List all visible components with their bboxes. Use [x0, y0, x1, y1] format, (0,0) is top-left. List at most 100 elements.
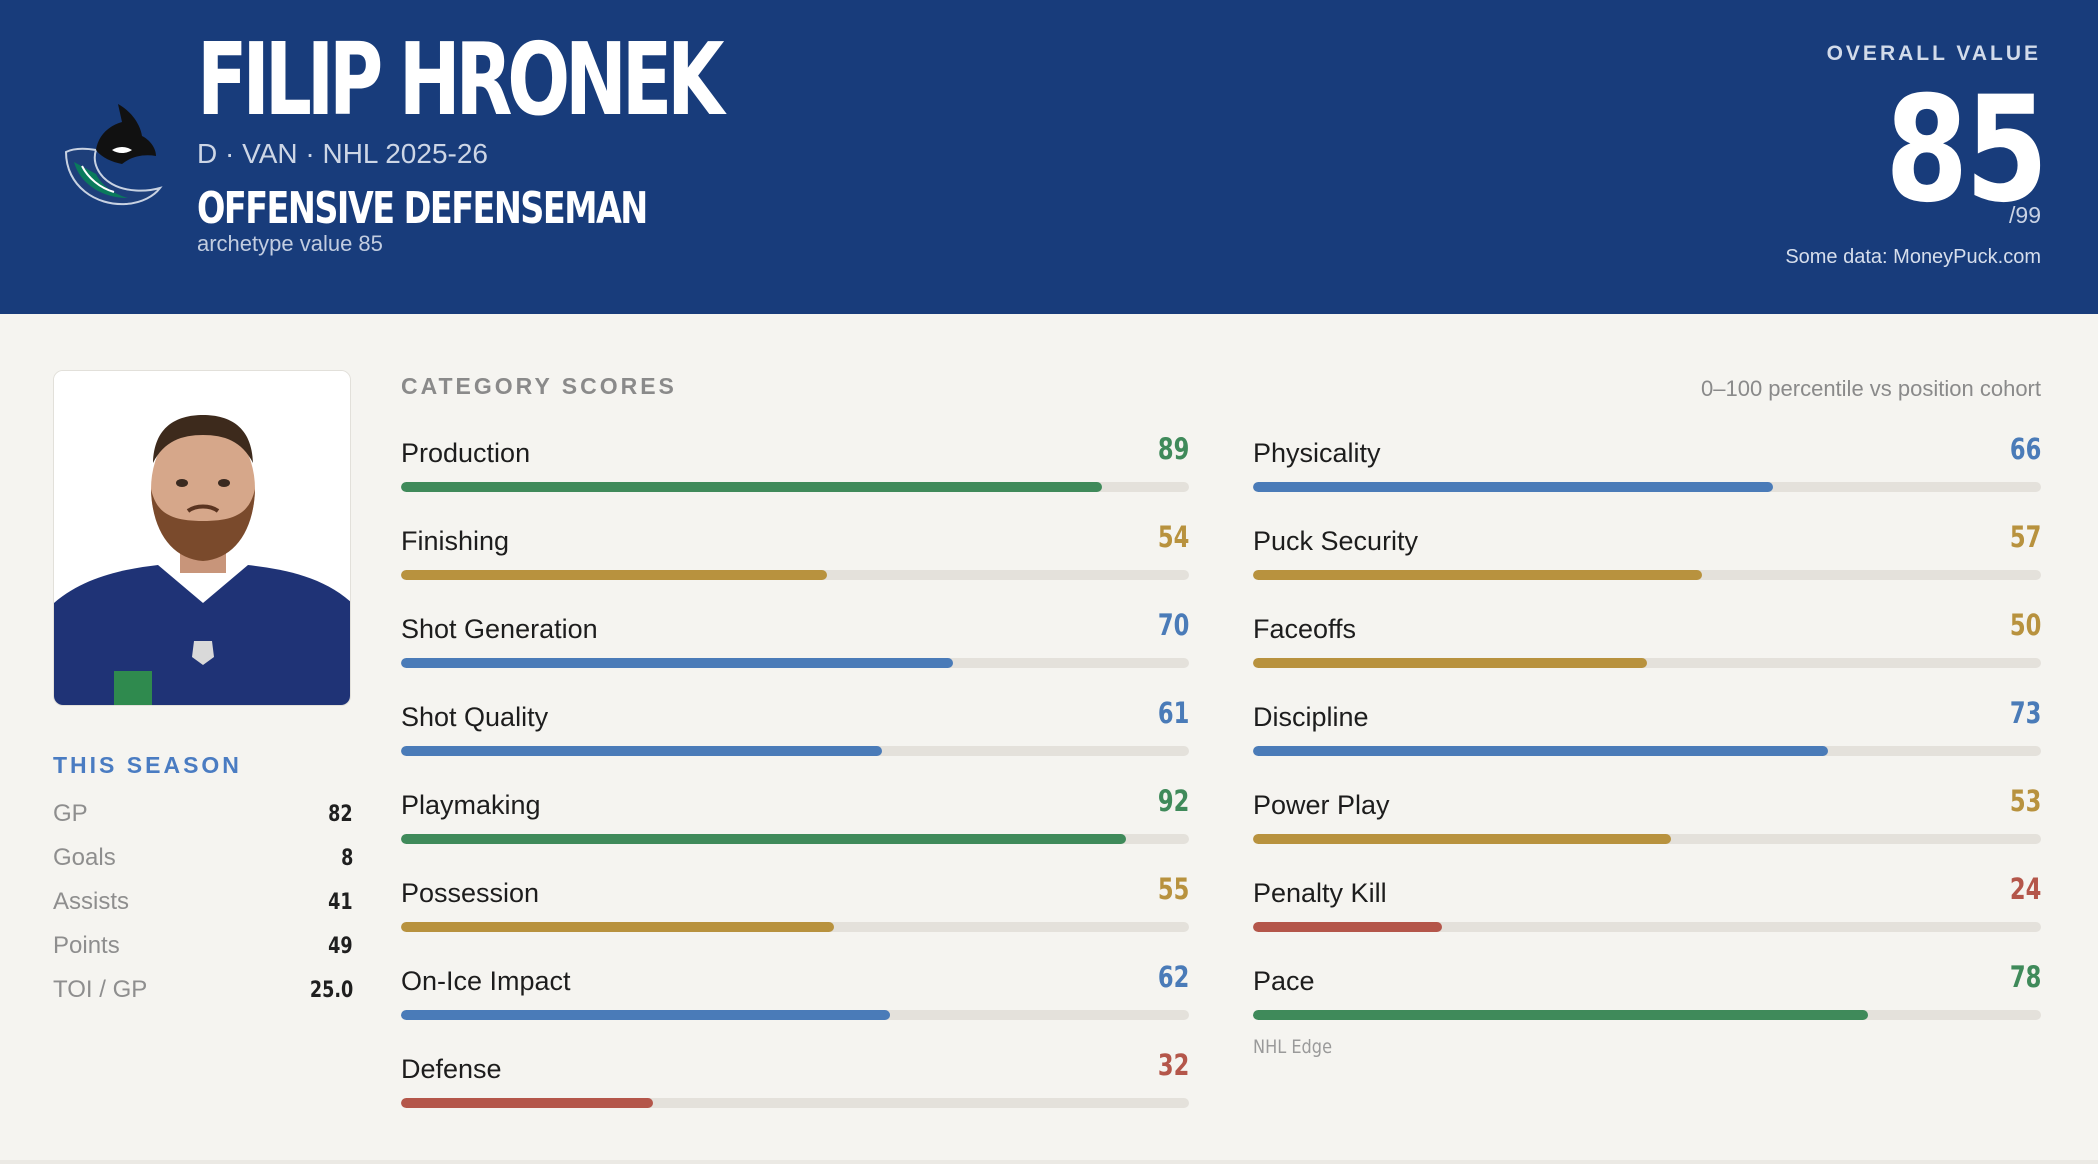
season-stat-value: 41	[328, 889, 354, 915]
category-value: 62	[1157, 960, 1189, 994]
bottom-divider	[0, 1160, 2098, 1164]
season-stat-row: Points 49	[53, 928, 353, 964]
category-label: Shot Generation	[401, 614, 598, 644]
category-value: 73	[2009, 696, 2041, 730]
category-possession: Possession 55	[401, 870, 1189, 940]
player-meta: D · VAN · NHL 2025-26	[197, 138, 488, 169]
category-bar-fill	[401, 1010, 890, 1020]
category-source-note: NHL Edge	[1253, 1036, 1333, 1058]
category-bar-fill	[401, 1098, 654, 1108]
category-penalty-kill: Penalty Kill 24	[1253, 870, 2041, 940]
season-title: THIS SEASON	[53, 752, 242, 778]
category-value: 61	[1157, 696, 1189, 730]
category-bar-track	[1253, 834, 2041, 844]
category-value: 78	[2009, 960, 2041, 994]
category-scores-note: 0–100 percentile vs position cohort	[1701, 376, 2041, 401]
category-bar-fill	[1253, 834, 1671, 844]
category-value: 55	[1157, 872, 1189, 906]
category-bar-track	[401, 922, 1189, 932]
category-bar-track	[401, 482, 1189, 492]
season-stat-row: GP 82	[53, 796, 353, 832]
category-label: Production	[401, 438, 531, 468]
season-stat-row: Goals 8	[53, 840, 353, 876]
category-playmaking: Playmaking 92	[401, 782, 1189, 852]
category-bar-fill	[401, 746, 882, 756]
category-defense: Defense 32	[401, 1046, 1189, 1116]
category-label: Finishing	[401, 526, 510, 556]
category-scores-title: CATEGORY SCORES	[401, 373, 677, 399]
category-bar-fill	[401, 658, 953, 668]
category-bar-track	[401, 834, 1189, 844]
archetype-title: OFFENSIVE DEFENSEMAN	[197, 183, 648, 234]
category-bar-fill	[1253, 1010, 1868, 1020]
category-label: Faceoffs	[1253, 614, 1357, 644]
category-bar-fill	[1253, 746, 1829, 756]
category-production: Production 89	[401, 430, 1189, 500]
category-bar-track	[401, 658, 1189, 668]
category-value: 66	[2009, 432, 2041, 466]
category-shot-generation: Shot Generation 70	[401, 606, 1189, 676]
season-stat-value: 49	[328, 933, 354, 959]
category-discipline: Discipline 73	[1253, 694, 2041, 764]
category-value: 57	[2009, 520, 2041, 554]
player-name: FILIP HRONEK	[197, 21, 724, 138]
season-stat-row: Assists 41	[53, 884, 353, 920]
category-pace: Pace 78 NHL Edge	[1253, 958, 2041, 1058]
season-stat-value: 82	[328, 801, 354, 827]
category-bar-fill	[1253, 570, 1703, 580]
category-label: Physicality	[1253, 438, 1381, 468]
overall-max: /99	[2009, 202, 2041, 228]
category-label: Possession	[401, 878, 540, 908]
season-stat-label: GP	[53, 800, 88, 827]
category-finishing: Finishing 54	[401, 518, 1189, 588]
category-value: 53	[2009, 784, 2041, 818]
category-value: 32	[1157, 1048, 1189, 1082]
player-photo	[53, 370, 351, 706]
category-label: Defense	[401, 1054, 502, 1084]
category-label: Power Play	[1253, 790, 1390, 820]
category-label: Discipline	[1253, 702, 1369, 732]
category-on-ice-impact: On-Ice Impact 62	[401, 958, 1189, 1028]
data-source: Some data: MoneyPuck.com	[1785, 246, 2041, 268]
category-bar-fill	[401, 922, 835, 932]
category-bar-track	[401, 1010, 1189, 1020]
category-bar-track	[1253, 922, 2041, 932]
season-stat-label: Points	[53, 932, 120, 959]
category-label: Shot Quality	[401, 702, 549, 732]
category-bar-track	[401, 1098, 1189, 1108]
category-value: 50	[2009, 608, 2041, 642]
category-puck-security: Puck Security 57	[1253, 518, 2041, 588]
category-bar-fill	[401, 482, 1103, 492]
category-physicality: Physicality 66	[1253, 430, 2041, 500]
season-stat-value: 25.0	[309, 977, 353, 1003]
category-bar-fill	[1253, 658, 1647, 668]
orca-logo-icon	[64, 104, 163, 206]
category-bar-fill	[401, 570, 827, 580]
player-header: FILIP HRONEK D · VAN · NHL 2025-26 OFFEN…	[0, 0, 2098, 314]
overall-value-label: OVERALL VALUE	[1826, 42, 2041, 65]
category-bar-track	[401, 570, 1189, 580]
category-bar-track	[1253, 746, 2041, 756]
category-bar-fill	[1253, 922, 1443, 932]
category-power-play: Power Play 53	[1253, 782, 2041, 852]
category-label: Playmaking	[401, 790, 541, 820]
category-bar-track	[1253, 482, 2041, 492]
category-bar-track	[1253, 570, 2041, 580]
season-stat-label: TOI / GP	[53, 976, 148, 1003]
category-label: Puck Security	[1253, 526, 1419, 556]
category-value: 54	[1157, 520, 1189, 554]
season-stat-label: Assists	[53, 888, 130, 915]
overall-value: 85	[1884, 65, 2048, 235]
category-bar-track	[1253, 658, 2041, 668]
category-value: 89	[1157, 432, 1189, 466]
category-bar-fill	[401, 834, 1126, 844]
category-bar-fill	[1253, 482, 1774, 492]
category-value: 92	[1157, 784, 1189, 818]
category-shot-quality: Shot Quality 61	[401, 694, 1189, 764]
category-faceoffs: Faceoffs 50	[1253, 606, 2041, 676]
season-stat-label: Goals	[53, 844, 116, 871]
category-bar-track	[401, 746, 1189, 756]
category-value: 24	[2009, 872, 2041, 906]
category-label: Pace	[1253, 966, 1315, 996]
archetype-value: archetype value 85	[197, 231, 383, 256]
